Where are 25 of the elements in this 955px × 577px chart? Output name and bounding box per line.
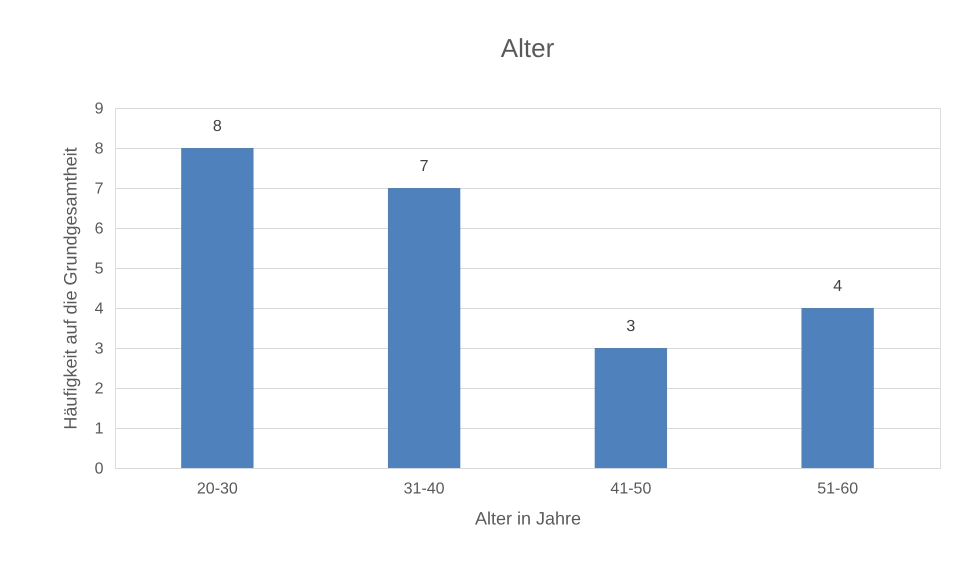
data-label: 4 bbox=[833, 278, 842, 295]
y-tick-label: 3 bbox=[94, 340, 104, 358]
data-label: 8 bbox=[212, 118, 222, 135]
bar bbox=[801, 308, 874, 468]
x-tick-label: 51-60 bbox=[817, 480, 858, 498]
data-label: 7 bbox=[420, 158, 429, 175]
bar bbox=[181, 148, 254, 468]
chart-title: Alter bbox=[500, 33, 555, 63]
y-axis-title: Häufigkeit auf die Grundgesamtheit bbox=[60, 147, 81, 430]
y-tick-label: 1 bbox=[94, 420, 104, 438]
y-tick-label: 9 bbox=[94, 100, 104, 118]
y-tick-label: 6 bbox=[94, 220, 104, 238]
y-tick-label: 4 bbox=[94, 300, 104, 318]
y-tick-label: 5 bbox=[94, 260, 104, 278]
bar bbox=[594, 348, 668, 468]
y-tick-label: 2 bbox=[94, 380, 104, 398]
x-axis-title: Alter in Jahre bbox=[474, 508, 582, 528]
y-tick-label: 8 bbox=[94, 140, 104, 158]
data-label: 3 bbox=[626, 318, 636, 335]
bar bbox=[388, 188, 460, 468]
y-tick-label: 7 bbox=[94, 180, 104, 198]
x-tick-label: 20-30 bbox=[196, 480, 238, 498]
x-tick-label: 41-50 bbox=[610, 480, 652, 498]
y-tick-label: 0 bbox=[94, 460, 104, 478]
x-tick-label: 31-40 bbox=[404, 480, 445, 498]
